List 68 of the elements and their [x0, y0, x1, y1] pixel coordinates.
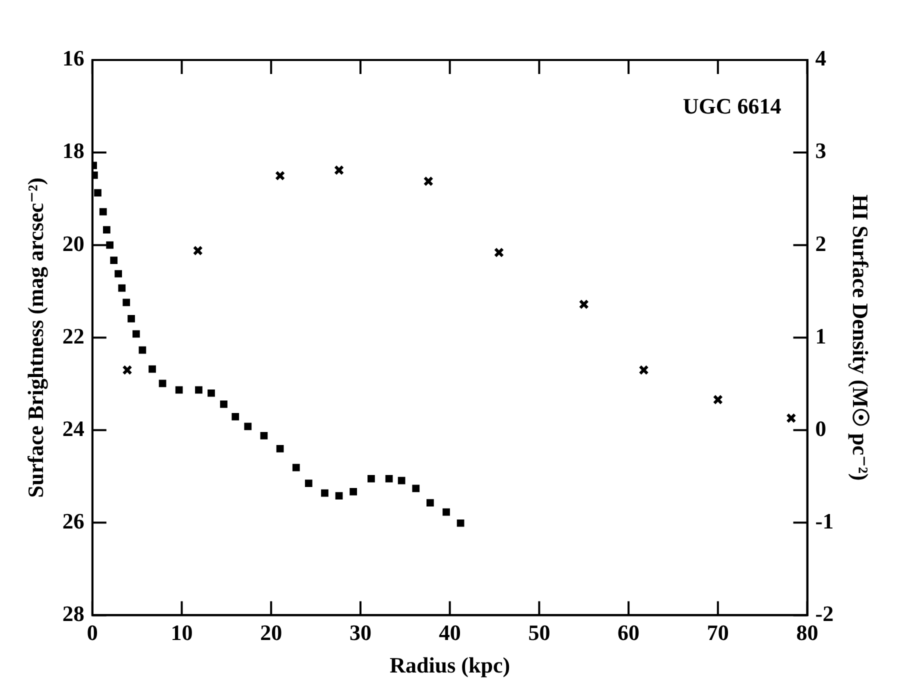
point: [638, 364, 649, 376]
point: [175, 386, 183, 394]
point: [335, 492, 343, 500]
x-tick-label: 30: [349, 620, 372, 646]
point: [334, 165, 344, 176]
point: [192, 246, 203, 256]
point: [368, 475, 375, 482]
point: [232, 413, 240, 420]
y2-tick-label: 3: [815, 138, 826, 164]
x-tick-label: 50: [528, 620, 550, 646]
point: [578, 299, 589, 310]
point: [442, 508, 450, 516]
y-tick-label: 20: [62, 230, 84, 256]
y-tick-label: 26: [62, 508, 84, 534]
point: [276, 444, 284, 452]
point: [304, 480, 312, 488]
y2-tick-label: 1: [815, 323, 826, 348]
y-tick-label: 22: [62, 323, 84, 348]
y-tick-label: 16: [62, 46, 84, 71]
point: [103, 226, 110, 234]
point: [494, 247, 504, 258]
point: [423, 176, 434, 186]
point: [110, 256, 118, 264]
point: [786, 413, 796, 424]
point: [195, 386, 202, 394]
point: [208, 389, 215, 397]
point: [114, 270, 122, 278]
point: [99, 208, 107, 216]
point: [385, 475, 393, 482]
point: [260, 432, 268, 440]
point: [94, 189, 102, 196]
point: [118, 284, 126, 292]
point: [148, 365, 156, 373]
point: [122, 298, 130, 306]
point: [456, 519, 464, 527]
point: [106, 241, 114, 249]
point: [275, 170, 286, 181]
point: [244, 422, 252, 430]
point: [158, 380, 166, 388]
y-tick-label: 28: [62, 600, 84, 626]
y-tick-label: 24: [62, 416, 84, 441]
point: [122, 364, 132, 376]
point: [220, 400, 228, 408]
x-tick-label: 0: [86, 620, 98, 646]
point: [132, 330, 140, 338]
point: [128, 314, 135, 322]
point: [138, 346, 146, 354]
point: [426, 499, 434, 506]
x-tick-label: 70: [706, 620, 729, 646]
y-axis-title: Surface Brightness (mag arcsec⁻²): [22, 177, 48, 498]
y2-tick-label: 4: [815, 46, 826, 71]
point: [292, 464, 300, 472]
y2-tick-label: 2: [815, 230, 826, 256]
point: [321, 489, 328, 497]
y-tick-label: 18: [62, 138, 84, 164]
point: [712, 394, 723, 405]
point: [398, 476, 406, 484]
annotation: UGC 6614: [682, 94, 782, 119]
x-tick-label: 40: [438, 620, 461, 646]
y2-axis-title: HI Surface Density (M☉ pc⁻²): [848, 194, 874, 481]
x-tick-label: 20: [260, 620, 282, 646]
point: [412, 484, 420, 492]
y2-tick-label: -1: [815, 508, 834, 534]
x-tick-label: 10: [170, 620, 193, 646]
x-axis-title: Radius (kpc): [390, 652, 510, 678]
point: [350, 488, 358, 496]
x-tick-label: 60: [618, 620, 640, 646]
y2-tick-label: 0: [815, 416, 826, 441]
